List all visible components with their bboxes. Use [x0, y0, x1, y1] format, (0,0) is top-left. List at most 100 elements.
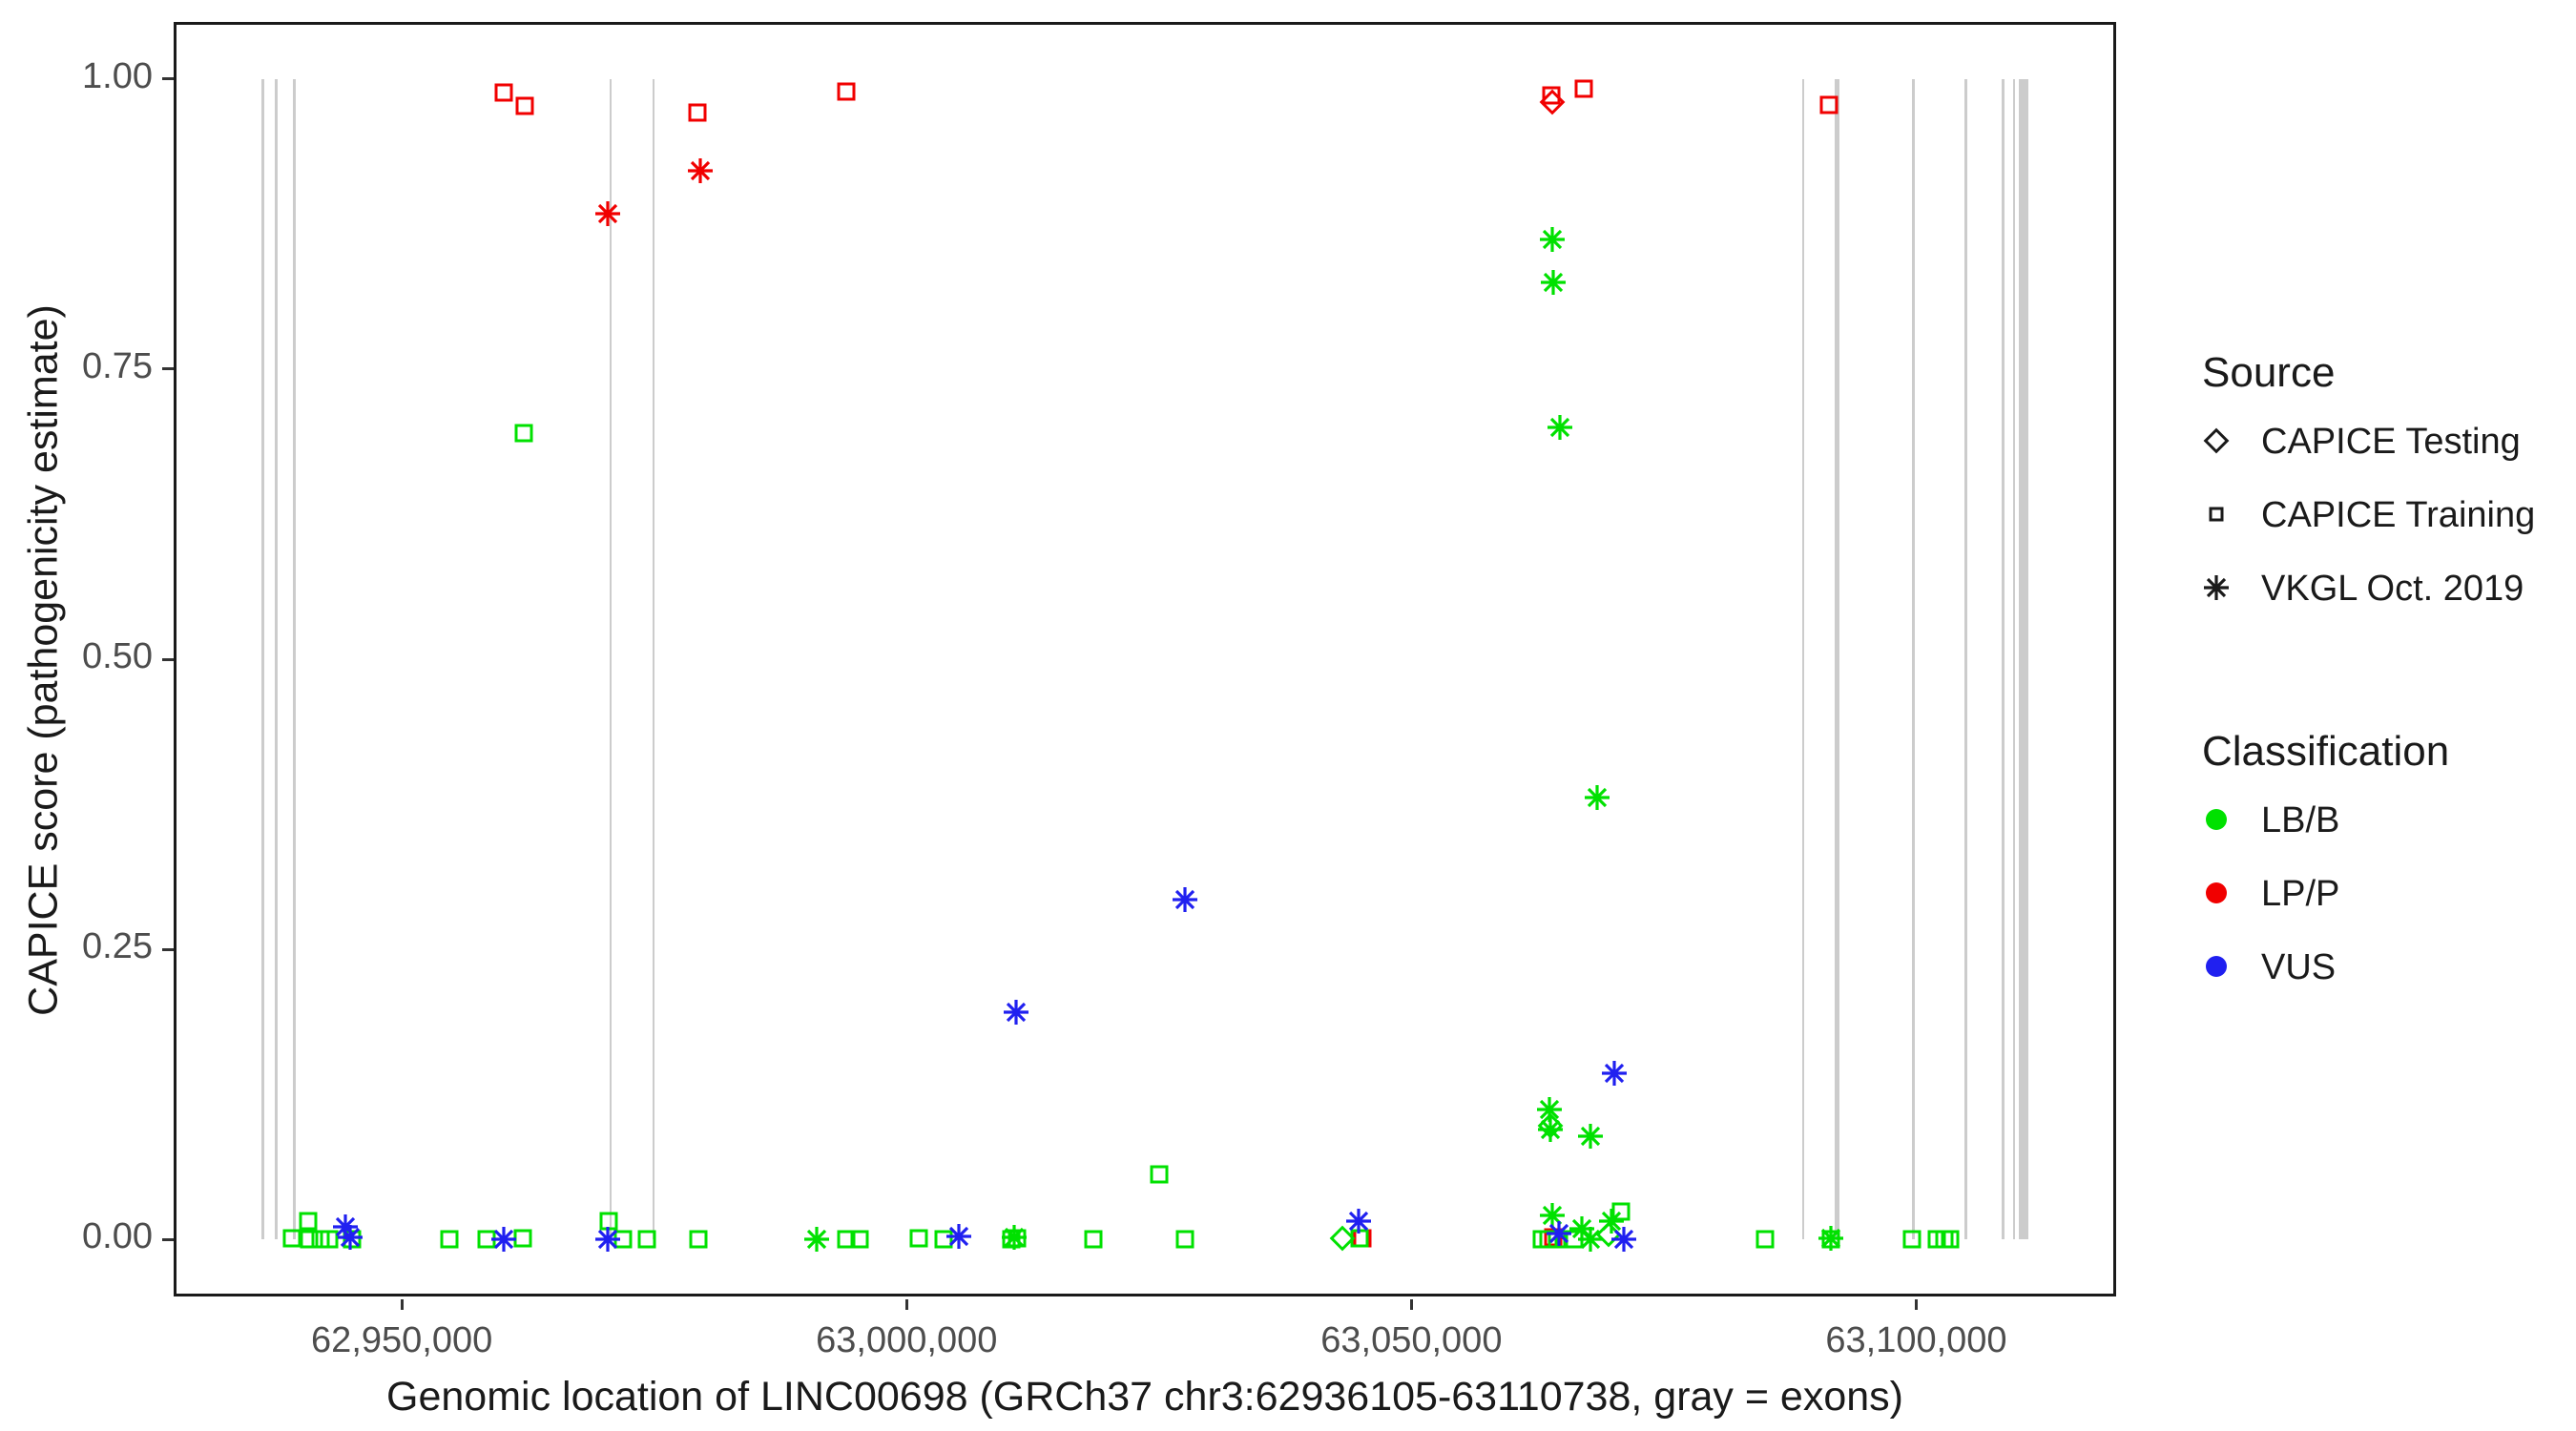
data-point [1344, 1207, 1373, 1235]
plot-panel [174, 22, 2116, 1296]
data-point [509, 419, 538, 447]
legend-classification-title: Classification [2202, 728, 2450, 775]
exon-band [652, 78, 655, 1240]
legend-source-item: CAPICE Training [2202, 495, 2574, 536]
color-dot-icon [2202, 952, 2234, 985]
exon-band [609, 78, 613, 1240]
legend-source-item-label: VKGL Oct. 2019 [2261, 569, 2524, 609]
data-point [1576, 1225, 1605, 1254]
data-point [1545, 1219, 1573, 1248]
data-point [1607, 1197, 1635, 1226]
x-axis-tick-label: 63,000,000 [816, 1320, 998, 1360]
data-point [1536, 1115, 1565, 1144]
legend-source-item-label: CAPICE Training [2261, 495, 2536, 535]
data-point [435, 1225, 464, 1254]
y-axis-tick [162, 77, 174, 81]
data-point [832, 1225, 861, 1254]
legend-source-title: Source [2202, 349, 2336, 396]
y-axis-tick-label: 0.75 [82, 345, 153, 386]
data-point [336, 1223, 364, 1252]
legend-classification-item-label: LB/B [2261, 800, 2340, 840]
data-point [1546, 413, 1574, 442]
data-point [295, 1225, 323, 1254]
data-point [1536, 1111, 1565, 1140]
data-point [315, 1225, 343, 1254]
legend-classification-items: LB/B LP/P VUS [2202, 800, 2574, 988]
x-axis-tick [400, 1299, 404, 1310]
data-point [593, 1225, 622, 1254]
x-axis-tick [1409, 1299, 1413, 1310]
y-axis-tick [162, 657, 174, 661]
color-dot-icon [2202, 879, 2234, 911]
legend-classification-item: LB/B [2202, 800, 2574, 841]
data-point [1328, 1224, 1357, 1253]
data-point [1815, 91, 1843, 119]
data-point [1610, 1225, 1638, 1254]
data-point [1898, 1225, 1926, 1254]
exon-band [293, 78, 296, 1240]
data-point [1597, 1207, 1626, 1235]
data-point [845, 1225, 874, 1254]
x-axis-title: Genomic location of LINC00698 (GRCh37 ch… [386, 1374, 1903, 1420]
x-axis-tick-label: 62,950,000 [311, 1320, 493, 1360]
data-point [1171, 1225, 1199, 1254]
data-point [1936, 1225, 1964, 1254]
data-point [294, 1207, 322, 1235]
data-point [1569, 74, 1598, 103]
legend-source-items: CAPICE Testing CAPICE Training VKGL Oct. 2… [2202, 422, 2574, 610]
y-axis-tick [162, 1237, 174, 1241]
y-axis-tick [162, 367, 174, 371]
data-point [683, 98, 712, 127]
data-point [1751, 1225, 1779, 1254]
x-axis-tick-label: 63,100,000 [1825, 1320, 2007, 1360]
data-point [1000, 1223, 1028, 1252]
exon-band [2002, 78, 2005, 1240]
data-point [633, 1225, 661, 1254]
data-point [1537, 81, 1566, 110]
data-point [1600, 1059, 1629, 1088]
color-dot-icon [2202, 805, 2234, 838]
data-point [489, 1225, 518, 1254]
legend-source-item: VKGL Oct. 2019 [2202, 569, 2574, 610]
data-point [593, 199, 622, 228]
data-point [1079, 1225, 1108, 1254]
exon-band [1801, 78, 1805, 1240]
data-point [832, 77, 861, 106]
exon-band [1963, 78, 1967, 1240]
data-point [278, 1224, 306, 1253]
exon-band [1835, 78, 1839, 1240]
y-axis-tick-label: 0.50 [82, 636, 153, 676]
data-point [1576, 1122, 1605, 1151]
legend-classification-item-label: LP/P [2261, 874, 2340, 914]
data-point [1539, 268, 1568, 297]
legend-source-item: CAPICE Testing [2202, 422, 2574, 463]
diamond-icon [2202, 426, 2234, 459]
asterisk-icon [2202, 573, 2234, 606]
data-point [1538, 88, 1567, 116]
legend-source-item-label: CAPICE Testing [2261, 422, 2521, 462]
data-point [1171, 885, 1199, 914]
data-point [929, 1225, 958, 1254]
data-point [510, 92, 539, 120]
x-axis-tick-label: 63,050,000 [1320, 1320, 1503, 1360]
y-axis-tick [162, 947, 174, 951]
y-axis-tick-label: 1.00 [82, 55, 153, 96]
data-point [1145, 1160, 1174, 1189]
data-point [1538, 225, 1567, 254]
legend-spacer [2202, 642, 2574, 728]
square-icon [2202, 500, 2234, 532]
data-point [1002, 998, 1030, 1027]
legend-classification-item-label: VUS [2261, 947, 2337, 987]
legend: Source CAPICE Testing CAPICE Training VKGL… [2202, 349, 2574, 1021]
exon-band [1911, 78, 1915, 1240]
y-axis-tick-label: 0.25 [82, 926, 153, 967]
exon-band [2018, 78, 2029, 1240]
data-point [686, 156, 715, 185]
exon-band [261, 78, 264, 1240]
x-axis-tick [1914, 1299, 1918, 1310]
legend-classification-item: VUS [2202, 947, 2574, 988]
data-point [684, 1225, 713, 1254]
exon-band [275, 78, 278, 1240]
data-point [489, 78, 518, 107]
